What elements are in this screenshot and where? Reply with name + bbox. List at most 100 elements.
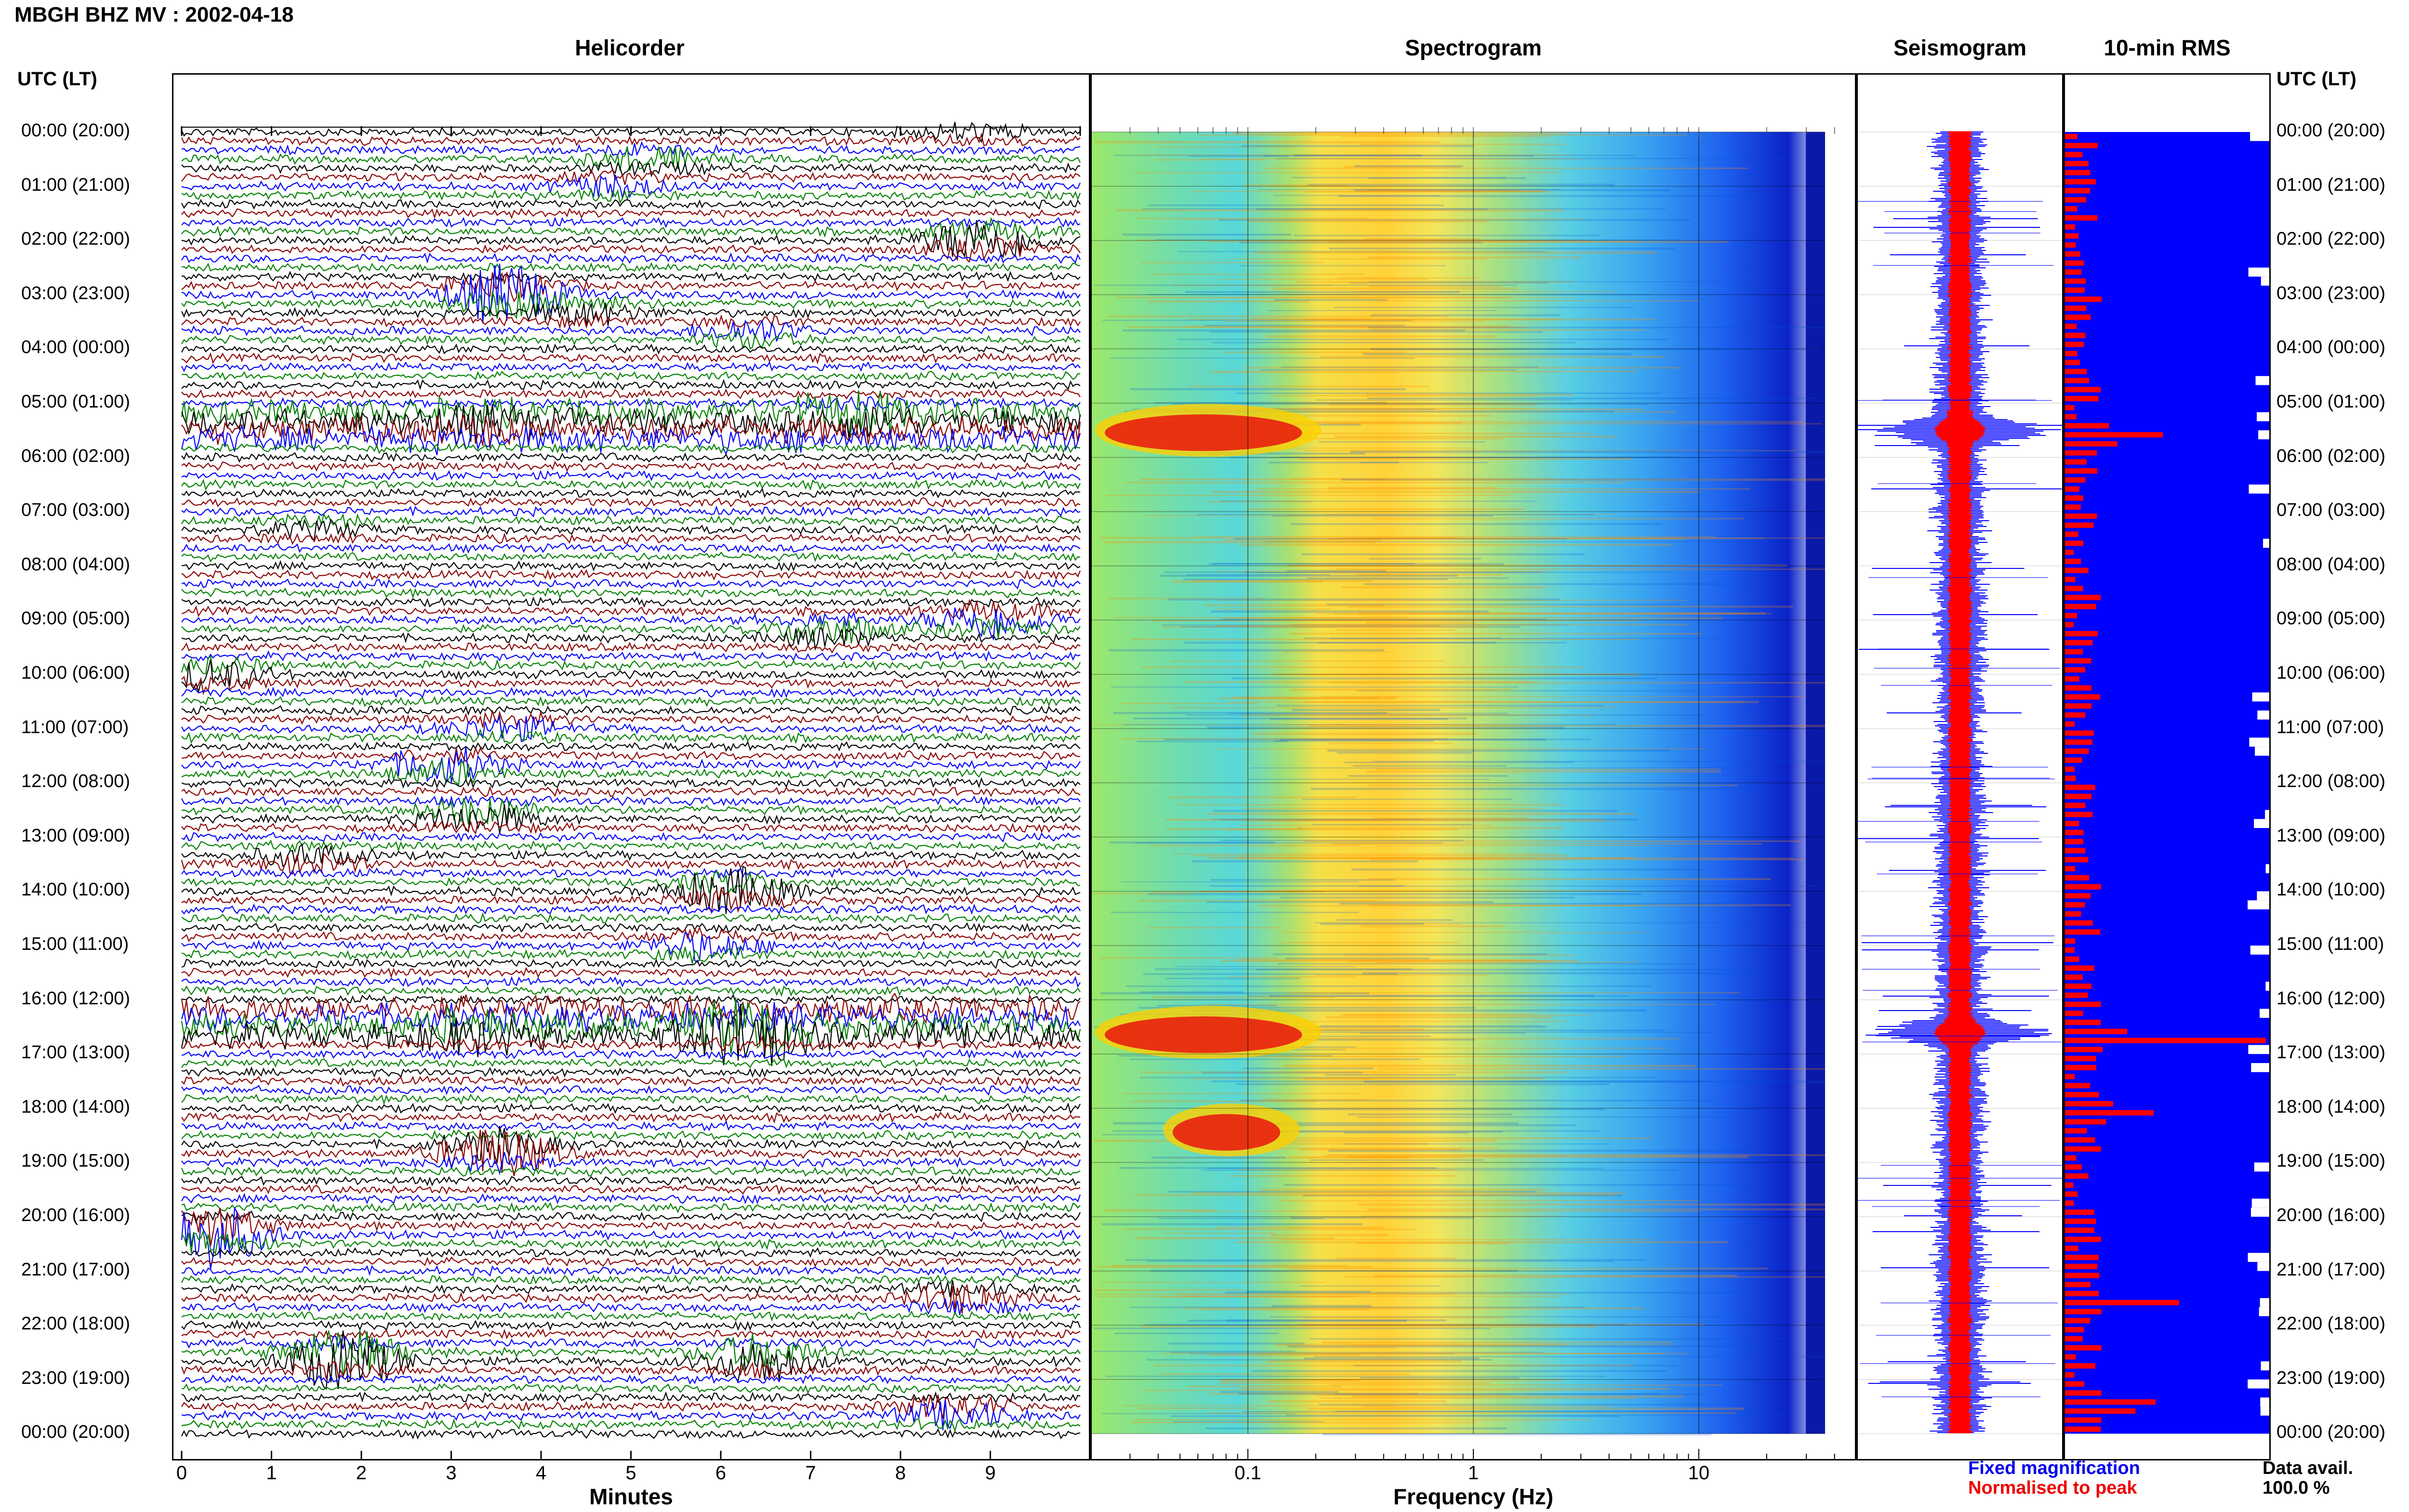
spectrogram-streak [1344,1014,1533,1015]
spectrogram-streak [1368,285,1502,288]
spectrogram-streak [1340,1014,1589,1016]
helicorder-trace [181,1126,1081,1163]
spectrogram-streak [1367,397,1815,399]
spectrogram-streak [1204,1004,1715,1005]
left-time-label: 00:00 (20:00) [21,120,131,141]
spectrogram-streak [1269,995,1595,997]
right-time-label: 05:00 (01:00) [2277,392,2386,412]
helicorder-x-tick-label: 2 [356,1462,367,1484]
rms-bar [2064,540,2084,546]
helicorder-trace [181,839,1081,854]
helicorder-trace [181,1004,1081,1066]
spectrogram-streak [1207,813,1634,815]
helicorder-trace [181,146,1081,171]
spectrogram-streak [1289,1156,1410,1158]
spectrogram-streak [1145,1324,1626,1326]
spectrogram-streak [1355,1242,1509,1244]
spectrogram-streak [1348,775,1509,777]
spectrogram-streak [1280,1036,1430,1038]
rms-bar [2064,1381,2085,1387]
spectrogram-streak [1303,637,1501,639]
spectrogram-streak [1251,1370,1667,1372]
spectrogram-streak [1166,818,1604,821]
rms-bar [2064,694,2100,700]
spectrogram-streak [1115,296,1510,299]
spectrogram-streak [1151,619,1639,622]
spectrogram-streak [1371,329,1645,331]
spectrogram-streak [1215,625,1441,627]
spectrogram-streak [1317,613,1773,615]
spectrogram-streak [1330,1384,1722,1386]
rms-bar [2064,359,2080,366]
spectrogram-streak [1140,1077,1658,1078]
spectrogram-streak [1234,433,1590,434]
spectrogram-streak [1207,856,1635,859]
spectrogram-streak [1352,1395,1683,1398]
spectrogram-streak [1162,624,1569,626]
helicorder-trace [181,1193,1081,1205]
spectrogram-streak [1190,1078,1371,1079]
spectrogram-background [1090,132,1825,1434]
spectrogram-streak [1200,890,1325,893]
spectrogram-streak [1360,1377,1519,1379]
spectrogram-streak [1168,1191,1536,1193]
spectrogram-streak [1290,623,1688,626]
rms-bar [2064,1011,2083,1016]
spectrogram-streak [1126,326,1526,329]
rms-bar [2064,251,2080,257]
spectrogram-streak [1348,605,1793,608]
spectrogram-streak [1286,570,1386,572]
spectrogram-streak [1297,827,1564,829]
spectrogram-streak [1120,703,1258,704]
spectrogram-streak [1132,717,1467,720]
left-time-label: 01:00 (21:00) [21,174,131,195]
spectrogram-streak [1274,673,1641,676]
helicorder-trace [181,1247,1081,1258]
spectrogram-x-tick-label: 1 [1468,1462,1479,1484]
rms-bar [2064,1128,2087,1134]
spectrogram-streak [1124,410,1615,413]
helicorder-trace [181,747,1081,783]
rms-availability-gap [2261,276,2271,286]
spectrogram-streak [1109,841,1275,844]
spectrogram-streak [1218,697,1379,699]
spectrogram-streak [1117,209,1564,211]
helicorder-trace [181,319,1081,342]
rms-availability-gap [2250,132,2271,141]
helicorder-trace [181,208,1081,220]
right-time-label: 09:00 (05:00) [2277,608,2386,629]
helicorder-trace [181,271,1081,302]
rms-bar [2064,1074,2075,1079]
rms-bar [2064,992,2088,998]
spectrogram-streak [1292,1347,1398,1349]
spectrogram-streak [1314,1356,1825,1357]
left-time-label: 12:00 (08:00) [21,771,131,792]
helicorder-trace [181,1210,1081,1224]
spectrogram-streak [1231,696,1397,699]
spectrogram-streak [1135,239,1589,241]
helicorder-trace [181,388,1081,400]
rms-bar [2064,287,2085,293]
rms-bar [2064,658,2091,664]
helicorder-trace [181,518,1081,542]
spectrogram-streak [1209,1393,1418,1395]
spectrogram-streak [1247,698,1395,699]
helicorder-trace [181,168,1081,185]
spectrogram-streak [1162,626,1488,628]
rms-bar [2064,1263,2098,1269]
spectrogram-streak [1310,1159,1483,1161]
spectrogram-streak [1226,1319,1447,1322]
helicorder-trace [181,1394,1081,1419]
helicorder-trace [181,532,1081,545]
right-time-label: 19:00 (15:00) [2277,1151,2386,1171]
spectrogram-streak [1350,960,1555,962]
helicorder-x-tick-label: 6 [715,1462,727,1484]
spectrogram-streak [1333,613,1747,615]
spectrogram-streak [1220,960,1578,962]
spectrogram-streak [1354,291,1616,292]
rms-bar [2064,893,2091,899]
spectrogram-streak [1173,1421,1324,1423]
spectrogram-streak [1240,544,1672,546]
spectrogram-streak [1239,265,1446,266]
rms-availability-gap [2250,946,2271,955]
